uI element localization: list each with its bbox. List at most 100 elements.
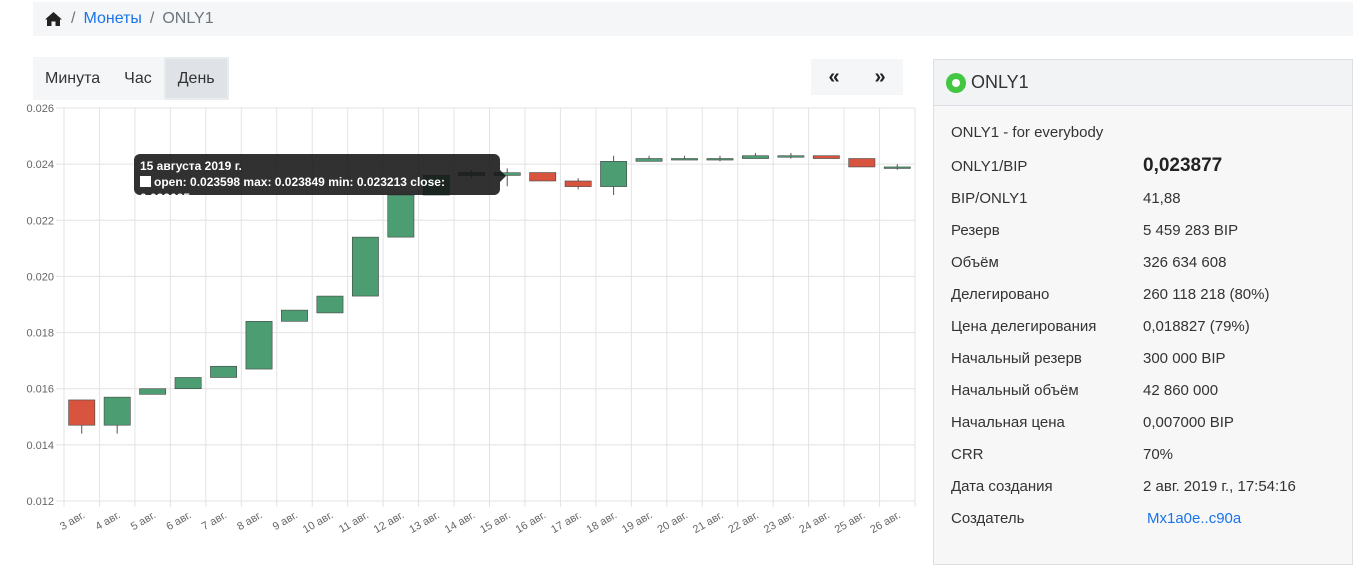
property-value: Mx1a0e..c90a: [1143, 510, 1335, 527]
x-tick-label: 14 авг.: [443, 509, 478, 536]
property-label: ONLY1/BIP: [951, 157, 1028, 175]
candle-body: [564, 180, 592, 187]
x-tick-label: 20 авг.: [655, 509, 690, 536]
coin-subtitle: ONLY1 - for everybody: [951, 124, 1104, 141]
coin-property-row: Объём 326 634 608: [951, 246, 1335, 278]
candle-body: [529, 172, 557, 182]
coin-property-row: BIP/ONLY1 41,88: [951, 182, 1335, 214]
tooltip-caret: [500, 170, 506, 182]
candle-body: [635, 158, 663, 162]
candle-body: [316, 295, 344, 314]
candle-body: [351, 236, 379, 297]
coin-status-icon: [946, 72, 966, 93]
x-tick-label: 22 авг.: [726, 509, 761, 536]
y-tick-label: 0.016: [26, 384, 54, 396]
candle-body: [742, 155, 769, 159]
candle-body: [600, 161, 628, 187]
breadcrumb-coins-link[interactable]: Монеты: [83, 10, 142, 27]
property-label: Резерв: [951, 221, 1000, 239]
breadcrumb-current: ONLY1: [162, 10, 214, 27]
y-tick-label: 0.018: [26, 328, 54, 340]
property-label: Начальная цена: [951, 413, 1065, 431]
candle-body: [671, 158, 698, 161]
coin-property-row: CRR 70%: [951, 438, 1335, 470]
property-label: Создатель: [951, 509, 1025, 527]
x-tick-label: 12 авг.: [372, 509, 407, 536]
property-value: 260 118 218 (80%): [1143, 285, 1270, 303]
tooltip-max: 0.023849: [274, 175, 325, 189]
candle-body: [883, 166, 911, 169]
x-tick-label: 4 авг.: [93, 509, 122, 533]
card-title: ONLY1: [971, 72, 1029, 92]
x-tick-label: 9 авг.: [271, 509, 300, 533]
timeframe-minute-button[interactable]: Минута: [45, 69, 101, 87]
coin-property-row: Делегировано 260 118 218 (80%): [951, 278, 1335, 310]
candle-body: [706, 158, 734, 161]
x-tick-label: 5 авг.: [129, 509, 158, 533]
x-tick-label: 6 авг.: [164, 509, 193, 533]
property-label: Начальный объём: [951, 381, 1079, 399]
property-label: BIP/ONLY1: [951, 189, 1028, 207]
property-label: CRR: [951, 445, 984, 463]
candle-body: [387, 194, 415, 238]
property-value: 42 860 000: [1143, 381, 1219, 399]
creator-address-link[interactable]: Mx1a0e..c90a: [1147, 509, 1242, 527]
tooltip-swatch: [140, 176, 151, 187]
x-tick-label: 23 авг.: [762, 509, 797, 536]
x-tick-label: 11 авг.: [337, 509, 371, 535]
property-label: Дата создания: [951, 477, 1053, 495]
coin-info-card: ONLY1 ONLY1 - for everybody ONLY1/BIP 0,0…: [933, 59, 1353, 565]
x-tick-label: 18 авг.: [585, 509, 620, 536]
timeframe-hour-button[interactable]: Час: [124, 69, 152, 87]
card-body: ONLY1 - for everybody ONLY1/BIP 0,023877 B…: [934, 106, 1352, 552]
property-value: 70%: [1143, 445, 1174, 463]
coin-property-row: ONLY1/BIP 0,023877: [951, 150, 1335, 182]
property-label: Делегировано: [951, 285, 1050, 303]
tooltip-close: 0.023695: [140, 191, 191, 205]
tooltip-close-label: close:: [410, 175, 445, 189]
y-tick-label: 0.026: [26, 103, 54, 115]
candle-body: [777, 155, 805, 158]
candle-body: [103, 396, 131, 426]
candle-body: [281, 309, 308, 322]
coin-property-row: Резерв 5 459 283 BIP: [951, 214, 1335, 246]
prev-page-button[interactable]: «: [828, 65, 840, 88]
coin-property-row: Начальная цена 0,007000 BIP: [951, 406, 1335, 438]
candle-body: [848, 158, 876, 168]
candle-body: [139, 388, 167, 395]
property-value: 2 авг. 2019 г., 17:54:16: [1143, 477, 1296, 495]
x-tick-label: 26 авг.: [868, 509, 903, 536]
x-tick-label: 7 авг.: [200, 509, 229, 533]
candle-body: [210, 365, 237, 378]
x-tick-label: 17 авг.: [549, 509, 584, 536]
next-page-button[interactable]: »: [874, 65, 886, 88]
property-label: Начальный резерв: [951, 349, 1082, 367]
chart-tooltip: 15 августа 2019 г. open: 0.023598 max: 0…: [134, 154, 506, 205]
candle-body: [245, 321, 273, 370]
x-tick-label: 15 авг.: [478, 509, 513, 536]
coin-property-row: Дата создания 2 авг. 2019 г., 17:54:16: [951, 470, 1335, 502]
property-value: 300 000 BIP: [1143, 349, 1226, 367]
breadcrumb-separator: /: [71, 10, 76, 27]
property-label: Объём: [951, 253, 999, 271]
x-tick-label: 16 авг.: [514, 509, 549, 536]
tooltip-max-label: max:: [243, 175, 272, 189]
tooltip-open-label: open:: [154, 175, 187, 189]
property-value: 326 634 608: [1143, 253, 1227, 271]
chart-navigation: « »: [811, 59, 903, 95]
coin-property-row: Начальный резерв 300 000 BIP: [951, 342, 1335, 374]
coin-properties: ONLY1/BIP 0,023877 BIP/ONLY1 41,88 Резерв 5 4…: [951, 150, 1335, 534]
y-tick-label: 0.014: [26, 440, 54, 452]
y-tick-label: 0.022: [26, 215, 54, 227]
y-tick-label: 0.012: [26, 496, 54, 508]
property-label: Цена делегирования: [951, 317, 1097, 335]
x-tick-label: 19 авг.: [620, 509, 655, 536]
home-icon[interactable]: [44, 11, 63, 27]
candle-body: [68, 399, 96, 426]
property-value: 41,88: [1143, 189, 1181, 207]
timeframe-day-button[interactable]: День: [163, 57, 229, 100]
y-tick-label: 0.024: [26, 159, 54, 171]
tooltip-open: 0.023598: [190, 175, 241, 189]
coin-property-row: Цена делегирования 0,018827 (79%): [951, 310, 1335, 342]
tooltip-date: 15 августа 2019 г.: [140, 159, 242, 173]
